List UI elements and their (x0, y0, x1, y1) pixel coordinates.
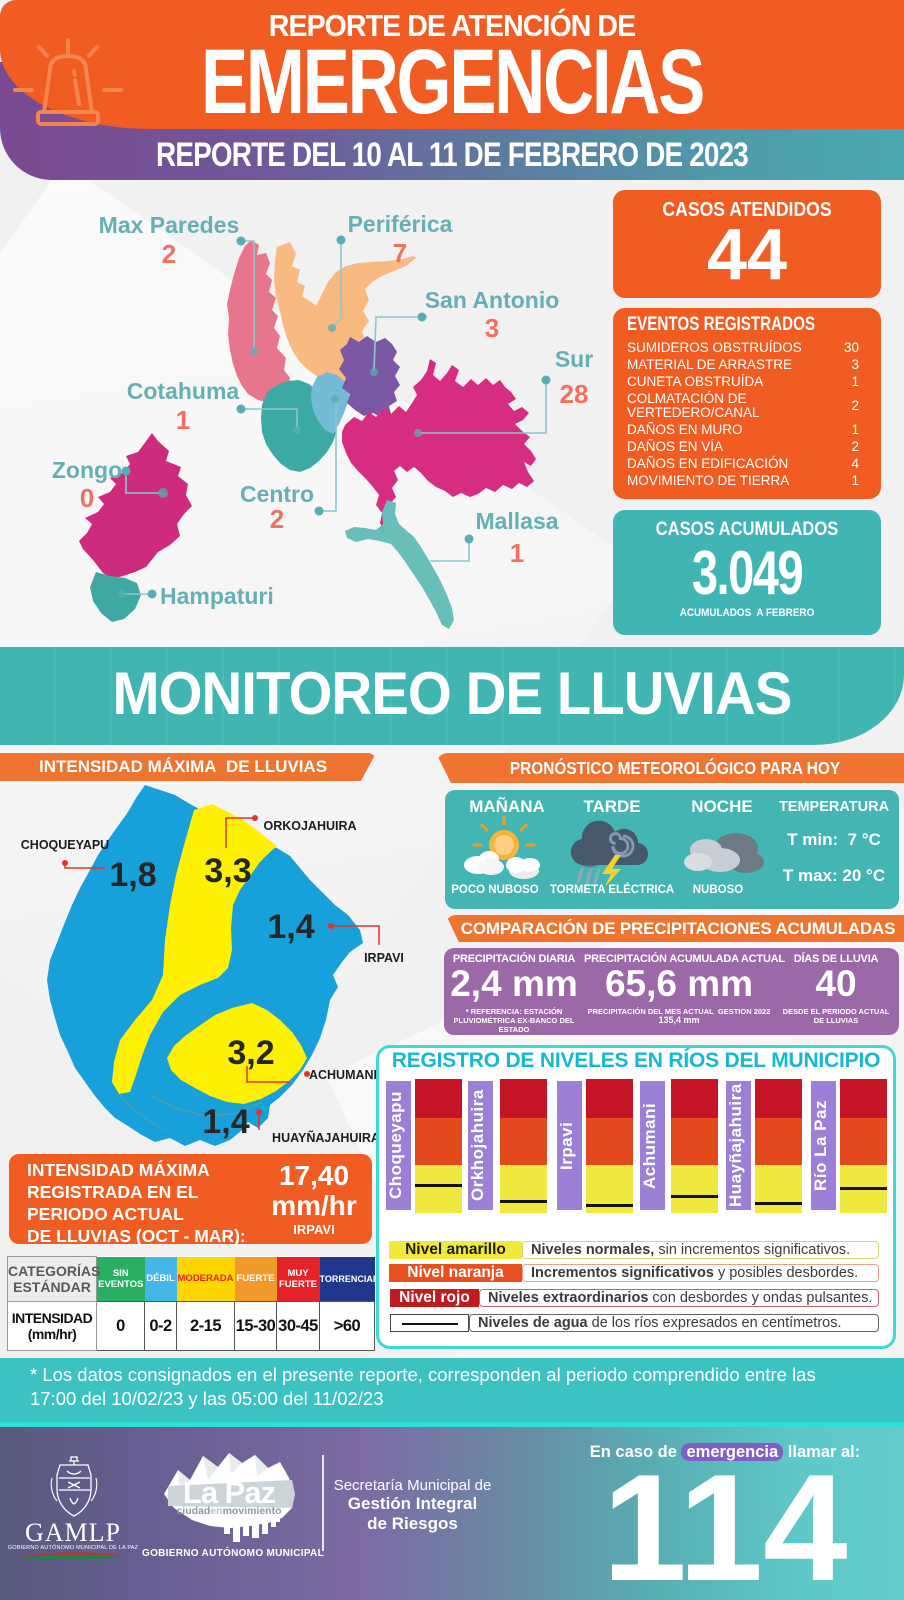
svg-text:La Paz: La Paz (183, 1475, 276, 1510)
svg-text:ciudadenmovimiento: ciudadenmovimiento (176, 1505, 281, 1517)
